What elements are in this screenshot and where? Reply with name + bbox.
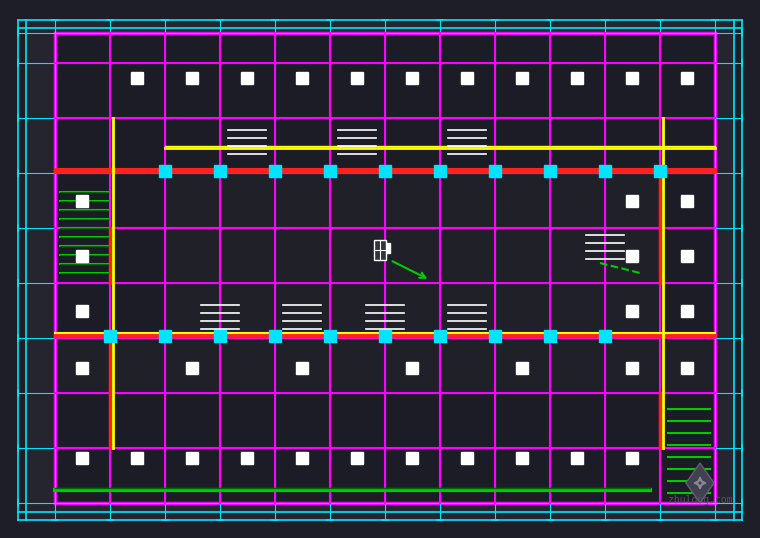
Bar (571, 72, 583, 84)
Bar (56, 394, 109, 502)
Bar (489, 330, 501, 342)
Bar (441, 394, 494, 502)
Bar (56, 284, 164, 337)
Bar (276, 34, 329, 172)
Bar (56, 34, 109, 172)
Bar (551, 394, 604, 502)
Bar (241, 72, 253, 84)
Bar (324, 165, 336, 177)
Bar (544, 330, 556, 342)
Bar (626, 195, 638, 207)
Bar (386, 394, 439, 502)
Bar (626, 72, 638, 84)
Bar (406, 362, 418, 374)
Bar (56, 174, 714, 392)
Bar (374, 240, 386, 260)
Bar (516, 362, 528, 374)
Bar (186, 72, 198, 84)
Bar (269, 330, 281, 342)
Bar (76, 250, 88, 262)
Bar (331, 394, 384, 502)
Bar (434, 165, 446, 177)
Bar (76, 195, 88, 207)
Bar (496, 394, 549, 502)
Bar (296, 362, 308, 374)
Bar (661, 394, 714, 502)
Bar (214, 330, 226, 342)
Bar (76, 362, 88, 374)
Bar (186, 452, 198, 464)
Bar (681, 195, 693, 207)
Bar (626, 452, 638, 464)
Bar (571, 452, 583, 464)
Bar (434, 330, 446, 342)
Bar (76, 452, 88, 464)
Bar (606, 34, 659, 172)
Bar (131, 72, 143, 84)
Bar (441, 34, 494, 172)
Bar (186, 362, 198, 374)
Bar (461, 452, 473, 464)
Bar (276, 394, 329, 502)
Bar (681, 362, 693, 374)
Bar (159, 165, 171, 177)
Bar (379, 165, 391, 177)
Bar (681, 72, 693, 84)
Bar (406, 72, 418, 84)
Bar (406, 452, 418, 464)
Bar (111, 394, 164, 502)
Bar (681, 250, 693, 262)
Bar (131, 452, 143, 464)
Bar (166, 394, 219, 502)
Bar (221, 34, 274, 172)
Bar (111, 34, 164, 172)
Bar (599, 165, 611, 177)
Bar (661, 174, 714, 227)
Bar (214, 165, 226, 177)
Bar (166, 34, 219, 172)
Bar (654, 165, 666, 177)
Bar (380, 243, 390, 253)
Bar (76, 305, 88, 317)
Bar (626, 362, 638, 374)
Bar (296, 72, 308, 84)
Bar (269, 165, 281, 177)
Bar (516, 72, 528, 84)
Bar (331, 34, 384, 172)
Bar (221, 394, 274, 502)
Bar (544, 165, 556, 177)
Bar (599, 330, 611, 342)
Bar (661, 284, 714, 337)
Bar (56, 174, 164, 227)
Polygon shape (686, 463, 714, 503)
Bar (661, 229, 714, 282)
Bar (351, 452, 363, 464)
Bar (351, 72, 363, 84)
Bar (661, 34, 714, 172)
Bar (496, 34, 549, 172)
Text: zhulong.com: zhulong.com (668, 495, 733, 505)
Bar (241, 452, 253, 464)
Bar (324, 330, 336, 342)
Bar (461, 72, 473, 84)
Bar (551, 34, 604, 172)
Bar (104, 330, 116, 342)
Bar (681, 305, 693, 317)
Bar (516, 452, 528, 464)
Bar (626, 250, 638, 262)
Bar (489, 165, 501, 177)
Bar (386, 34, 439, 172)
Bar (56, 229, 164, 282)
Bar (159, 330, 171, 342)
Bar (379, 330, 391, 342)
Bar (626, 305, 638, 317)
Bar (606, 394, 659, 502)
Bar (296, 452, 308, 464)
